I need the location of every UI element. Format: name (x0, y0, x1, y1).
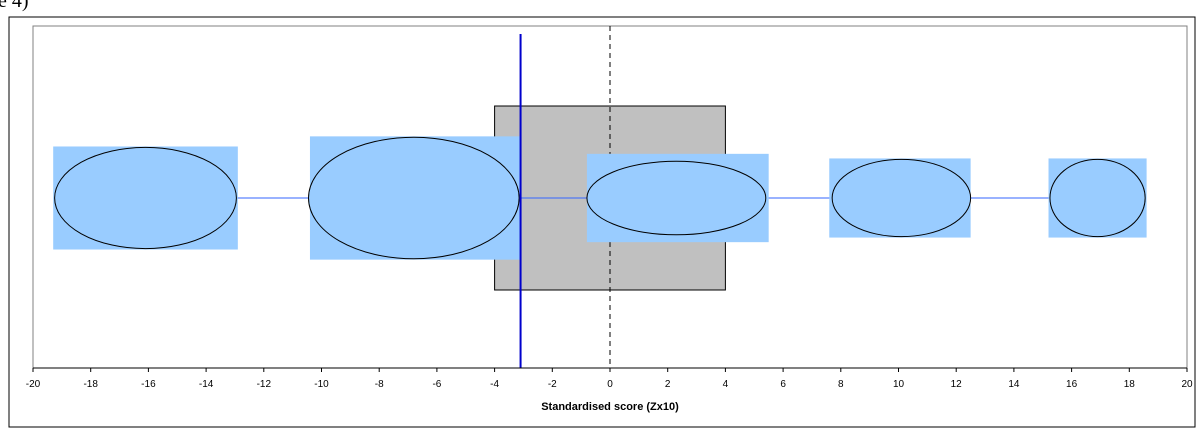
x-tick-label: 10 (893, 379, 905, 390)
x-tick-label: -2 (548, 379, 557, 390)
x-tick-label: -12 (257, 379, 272, 390)
x-tick-label: 18 (1124, 379, 1136, 390)
x-tick-label: 20 (1181, 379, 1193, 390)
x-tick-label: -18 (83, 379, 98, 390)
marks-layer (53, 26, 1147, 368)
point-ellipse-1 (54, 146, 237, 250)
x-tick-label: 16 (1066, 379, 1078, 390)
x-tick-label: 14 (1008, 379, 1020, 390)
point-ellipse-5 (1049, 158, 1146, 238)
x-tick-label: 12 (951, 379, 963, 390)
x-tick-label: -10 (314, 379, 329, 390)
x-tick-label: -8 (375, 379, 384, 390)
x-tick-label: -20 (26, 379, 41, 390)
x-axis: -20 -18 -16 -14 -12 -10 -8 -6 -4 -2 0 2 4 6 8 10 12 14 16 1… (26, 367, 1193, 390)
x-axis-label: Standardised score (Zx10) (541, 401, 679, 413)
x-tick-label: 6 (780, 379, 786, 390)
x-tick-label: 2 (665, 379, 671, 390)
point-ellipse-2 (308, 136, 520, 260)
x-tick-label: 4 (723, 379, 729, 390)
x-tick-label: -4 (490, 379, 499, 390)
page-top-text: e 4) (0, 0, 29, 12)
x-tick-label: 0 (607, 379, 613, 390)
point-ellipse-3 (586, 160, 767, 236)
point-ellipse-4 (831, 158, 972, 238)
x-tick-label: -16 (141, 379, 156, 390)
x-tick-label: -14 (199, 379, 214, 390)
x-tick-label: -6 (432, 379, 441, 390)
x-tick-label: 8 (838, 379, 844, 390)
